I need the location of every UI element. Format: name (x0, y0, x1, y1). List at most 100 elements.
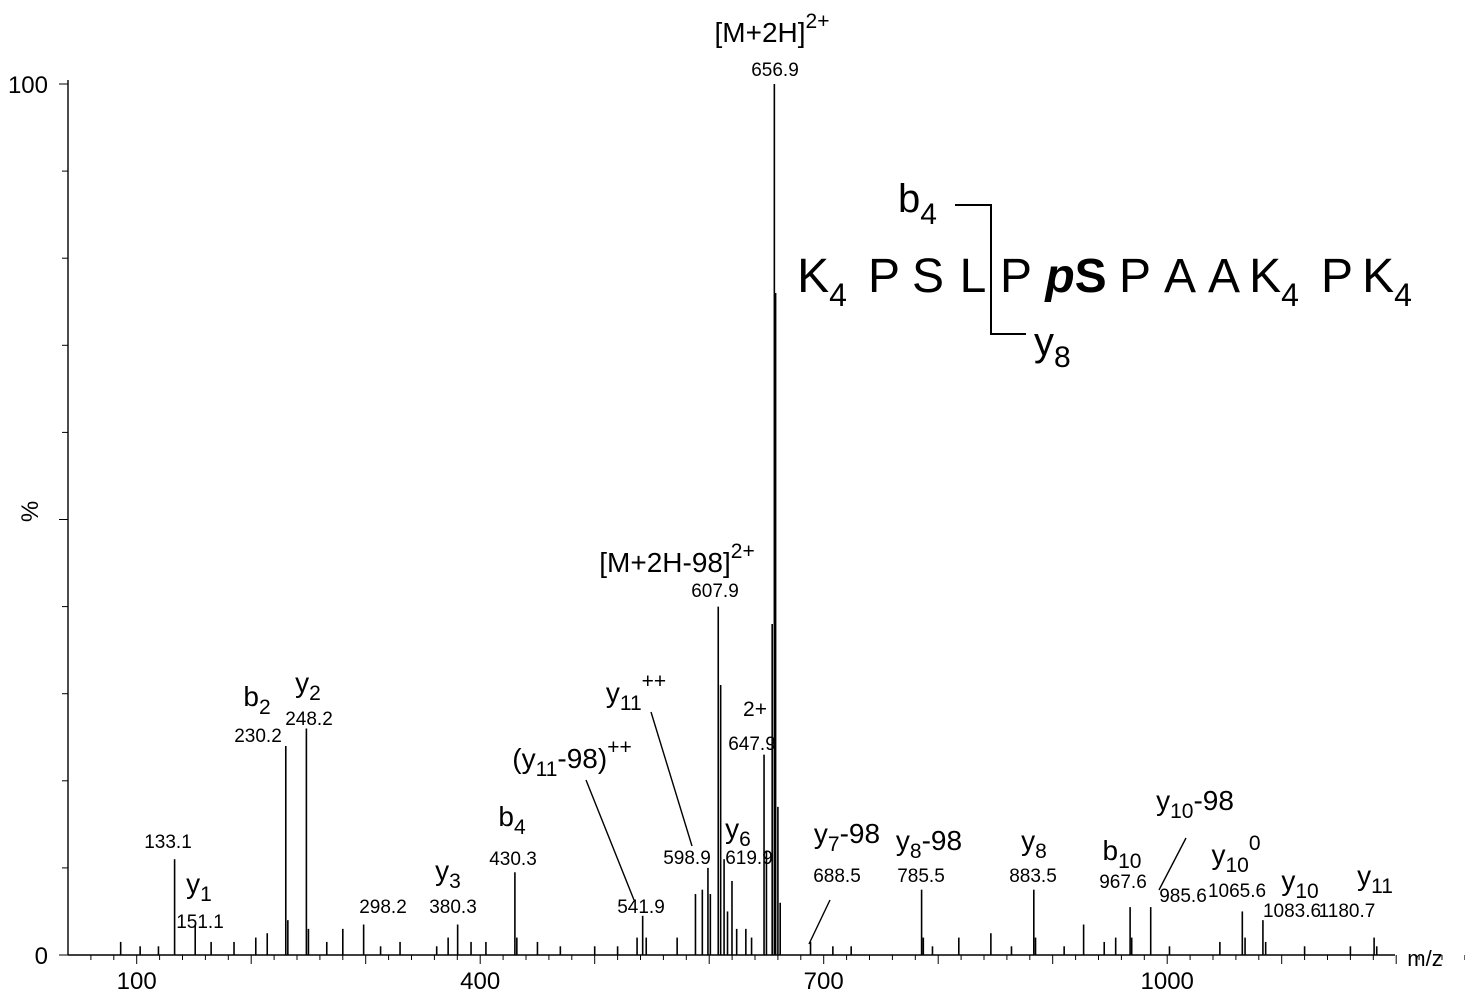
peak-mz-label: 298.2 (359, 897, 407, 918)
y11-minus-98-label-part: 11 (536, 758, 558, 781)
y3-ion-label-part: y (435, 855, 449, 886)
b10-ion-label-part: b (1103, 835, 1119, 866)
y10-ion-label: y10 (1281, 865, 1318, 903)
y10-zero-label-part: 10 (1225, 854, 1248, 877)
b2-ion-label: b2 (243, 681, 270, 719)
b2-ion-label-part: b (243, 681, 259, 712)
peak-mz-label: 1180.7 (1319, 901, 1376, 922)
y2-ion-label-part: 2 (309, 682, 321, 705)
b10-ion-label-part: 10 (1118, 850, 1141, 873)
peak-mz-label: 430.3 (489, 849, 537, 870)
x-tick-label: 1000 (1141, 968, 1194, 995)
peak-mz-label: 230.2 (234, 726, 282, 747)
sequence-residue-part: K (797, 250, 829, 303)
sequence-residue-part: P (1321, 250, 1353, 303)
sequence-residue-part: 4 (1281, 277, 1299, 313)
x-tick-label: 100 (117, 968, 157, 995)
sequence-residue: pS (1043, 250, 1106, 303)
peak-mz-label: 607.9 (691, 581, 739, 602)
peak-mz-label: 785.5 (897, 866, 945, 887)
peak-mz-label: 656.9 (751, 60, 799, 81)
sequence-residue: S (912, 250, 944, 303)
precursor-ion-label-part: 2+ (806, 10, 830, 33)
peaks (119, 84, 1378, 955)
b4-fragment-label: b4 (898, 177, 937, 231)
y1-ion-label-part: 1 (200, 883, 212, 906)
sequence-residue-part: L (960, 250, 987, 303)
y8-ion-label-part: 8 (1035, 840, 1047, 863)
y10-minus-98-label-part: 10 (1170, 800, 1193, 823)
b4-fragment-label-part: 4 (920, 198, 937, 231)
y7-minus-98-label-part: 7 (828, 833, 840, 856)
b2-ion-label-part: 2 (259, 696, 271, 719)
fragmentation-bracket (955, 204, 1026, 335)
y11-ion-label: y11 (1357, 860, 1393, 898)
sequence-residue-part: P (868, 250, 900, 303)
sequence-residue: K4 (1249, 250, 1299, 313)
annotation-leader-line (808, 899, 831, 945)
peak-mz-label: 688.5 (813, 866, 861, 887)
y8-fragment-label-part: 8 (1054, 341, 1071, 374)
neutral-loss-precursor-label: [M+2H-98]2+ (599, 540, 754, 578)
annotation-leader-line (1158, 837, 1187, 891)
sequence-residue-part: 4 (829, 277, 847, 313)
sequence-residue-part: P (1000, 250, 1032, 303)
y11-minus-98-label-part: (y (512, 743, 535, 774)
y6-ion-label-part: y (725, 813, 739, 844)
y11-double-charge-label-part: ++ (642, 670, 667, 693)
sequence-residue: P (1000, 250, 1032, 303)
y8-fragment-label-part: y (1034, 320, 1054, 364)
y7-minus-98-label-part: y (814, 818, 828, 849)
y11-double-charge-label: y11++ (606, 670, 666, 715)
sequence-residue: L (960, 250, 987, 303)
neutral-loss-precursor-label-part: [M+2H-98] (599, 547, 731, 578)
precursor-ion-label-part: [M+2H] (715, 17, 806, 48)
y11-minus-98-label-part: ++ (607, 736, 632, 759)
x-axis-title: m/z (1407, 946, 1442, 971)
charge-state-label: 2+ (743, 698, 767, 721)
y10-minus-98-label: y10-98 (1156, 785, 1234, 823)
ion-annotations: [M+2H]2+[M+2H-98]2+y11++(y11-98)++2+b2y2… (186, 10, 1393, 945)
y1-ion-label-part: y (186, 868, 200, 899)
annotation-leader-line (585, 779, 635, 901)
y10-ion-label-part: y (1281, 865, 1295, 896)
peak-mz-label: 619.9 (725, 848, 773, 869)
y11-double-charge-label-part: 11 (620, 692, 642, 715)
peak-mz-label: 541.9 (617, 897, 665, 918)
y10-zero-label-part: y (1211, 839, 1225, 870)
y8-ion-label-part: y (1021, 825, 1035, 856)
sequence-residue-part: S (912, 250, 944, 303)
y8-minus-98-label-part: y (896, 825, 910, 856)
sequence-residue-part: A (1164, 250, 1196, 303)
peak-mz-label: 1065.6 (1208, 881, 1266, 902)
y11-ion-label-part: 11 (1371, 875, 1393, 898)
y-tick-label: 0 (35, 943, 48, 970)
y6-ion-label-part: 6 (739, 828, 751, 851)
charge-state-label-part: 2+ (743, 698, 767, 721)
sequence-residue: A (1164, 250, 1196, 303)
peak-mz-label: 967.6 (1099, 872, 1147, 893)
sequence-residue-part: A (1208, 250, 1240, 303)
sequence-residue-part: S (1075, 250, 1107, 303)
peak-mz-label: 133.1 (144, 832, 192, 853)
y8-minus-98-label-part: 8 (910, 840, 922, 863)
y8-minus-98-label: y8-98 (896, 825, 962, 863)
peak-mz-label: 883.5 (1009, 866, 1057, 887)
sequence-residue: P (868, 250, 900, 303)
y2-ion-label: y2 (295, 667, 321, 705)
y2-ion-label-part: y (295, 667, 309, 698)
y1-ion-label: y1 (186, 868, 212, 906)
y3-ion-label-part: 3 (449, 870, 461, 893)
y10-ion-label-part: 10 (1295, 880, 1318, 903)
sequence-residue-part: K (1249, 250, 1281, 303)
sequence-residue: A (1208, 250, 1240, 303)
y8-fragment-label: y8 (1034, 320, 1071, 374)
y7-minus-98-label: y7-98 (814, 818, 880, 856)
x-tick-label: 400 (460, 968, 500, 995)
sequence-residue: P (1119, 250, 1151, 303)
peak-mz-label: 248.2 (285, 709, 333, 730)
y8-minus-98-label-part: -98 (922, 825, 962, 856)
sequence-residue-part: 4 (1394, 277, 1412, 313)
